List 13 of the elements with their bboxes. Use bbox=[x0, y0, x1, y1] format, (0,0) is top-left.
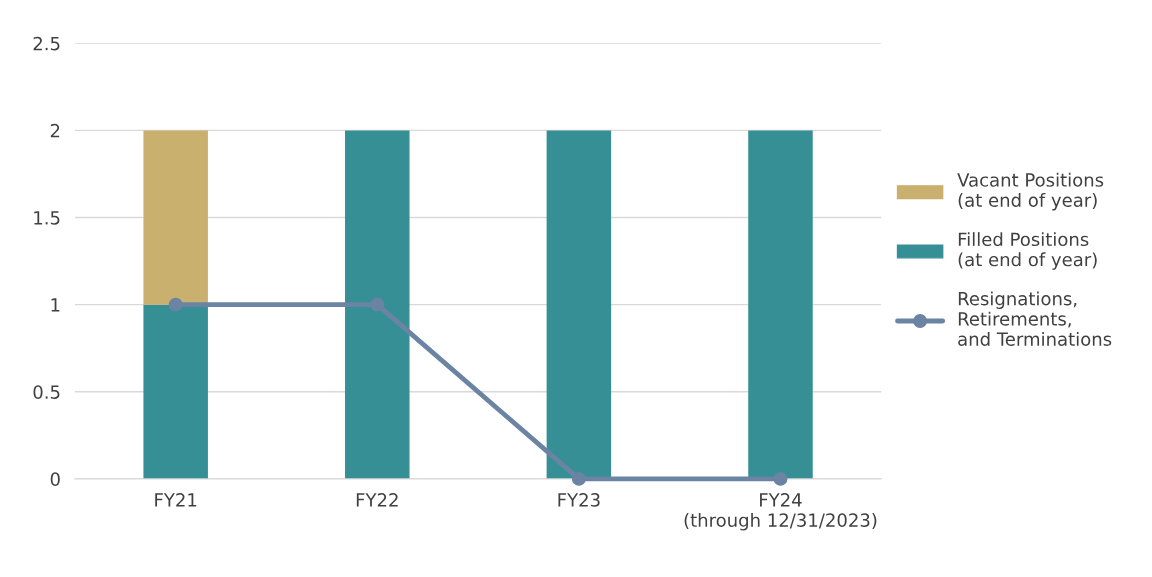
x-tick-label: FY22 bbox=[356, 493, 398, 507]
legend-label: Vacant Positions (at end of year) bbox=[957, 172, 1104, 211]
x-tick-label: FY21 bbox=[155, 493, 197, 507]
legend-label: Resignations, Retirements, and Terminations bbox=[958, 291, 1112, 346]
y-tick-label: 2 bbox=[50, 123, 60, 138]
y-tick-label: 0 bbox=[50, 472, 60, 487]
x-tick-label: FY23 bbox=[558, 493, 600, 507]
y-tick-label: 1 bbox=[51, 298, 60, 312]
x-tick-label: FY24 (through 12/31/2023) bbox=[684, 493, 877, 531]
legend-label: Filled Positions (at end of year) bbox=[958, 232, 1097, 270]
y-tick-label: 1.5 bbox=[34, 211, 60, 225]
y-tick-label: 0.5 bbox=[33, 385, 60, 399]
y-tick-label: 2.5 bbox=[33, 36, 60, 51]
